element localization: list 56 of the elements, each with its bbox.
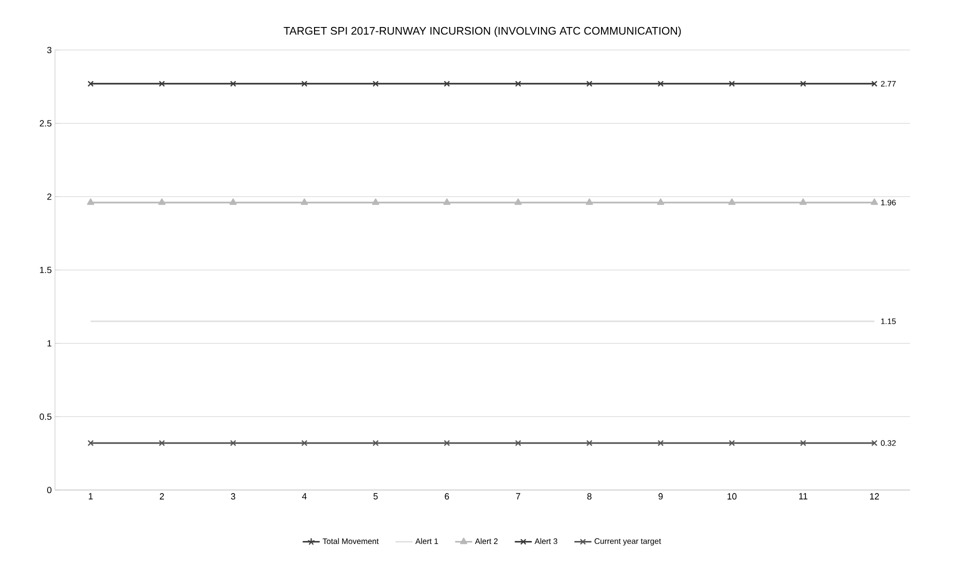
point [586, 80, 592, 87]
y-tick-label: 2 [47, 194, 52, 200]
point [800, 198, 807, 205]
point [88, 440, 94, 446]
point [87, 198, 94, 205]
y-tick-label: 0 [47, 486, 52, 494]
x-tick-label: 2 [160, 493, 164, 500]
point [158, 198, 166, 205]
point [230, 440, 236, 446]
point [800, 80, 806, 87]
point [586, 440, 592, 446]
point [800, 440, 806, 446]
point [658, 440, 664, 446]
x-tick-label: 7 [516, 493, 520, 500]
point [300, 198, 308, 205]
y-tick-label: 3 [47, 46, 52, 54]
point [728, 80, 735, 87]
point [230, 198, 237, 205]
y-tick-label: 0.5 [40, 413, 52, 420]
x-tick-label: 6 [444, 493, 449, 500]
y-tick-label: 2.5 [40, 120, 52, 127]
x-tick-label: 3 [230, 493, 236, 500]
x-tick-label: 5 [373, 493, 378, 500]
point [443, 198, 450, 205]
point [230, 80, 236, 87]
point [514, 198, 522, 205]
x-tick-label: 10 [728, 493, 737, 500]
x-tick-label: 11 [799, 493, 808, 500]
point [158, 80, 165, 87]
point [728, 440, 735, 446]
point [658, 80, 664, 87]
x-tick-label: 4 [302, 493, 307, 500]
chart-title: TARGET SPI 2017-RUNWAY INCURSION (INVOLVING ATC COMMUNICATION) [284, 26, 681, 37]
point [871, 80, 878, 87]
point [301, 80, 308, 87]
point [657, 198, 664, 205]
y-tick-label: 1 [48, 340, 52, 346]
x-tick-label: 12 [870, 493, 879, 500]
point [372, 440, 379, 446]
point [372, 198, 380, 205]
point [870, 198, 878, 205]
point [372, 80, 379, 87]
point [871, 440, 878, 446]
x-tick-label: 8 [587, 493, 592, 500]
x-tick-label: 9 [658, 493, 663, 500]
x-tick-label: 1 [88, 493, 93, 500]
point [444, 440, 450, 446]
point [444, 80, 450, 87]
y-tick-label: 1.5 [40, 266, 52, 274]
point [515, 80, 522, 87]
point [586, 198, 593, 205]
point [88, 80, 94, 87]
point [515, 440, 522, 446]
point [301, 440, 308, 446]
point [158, 440, 165, 446]
point [728, 198, 736, 205]
